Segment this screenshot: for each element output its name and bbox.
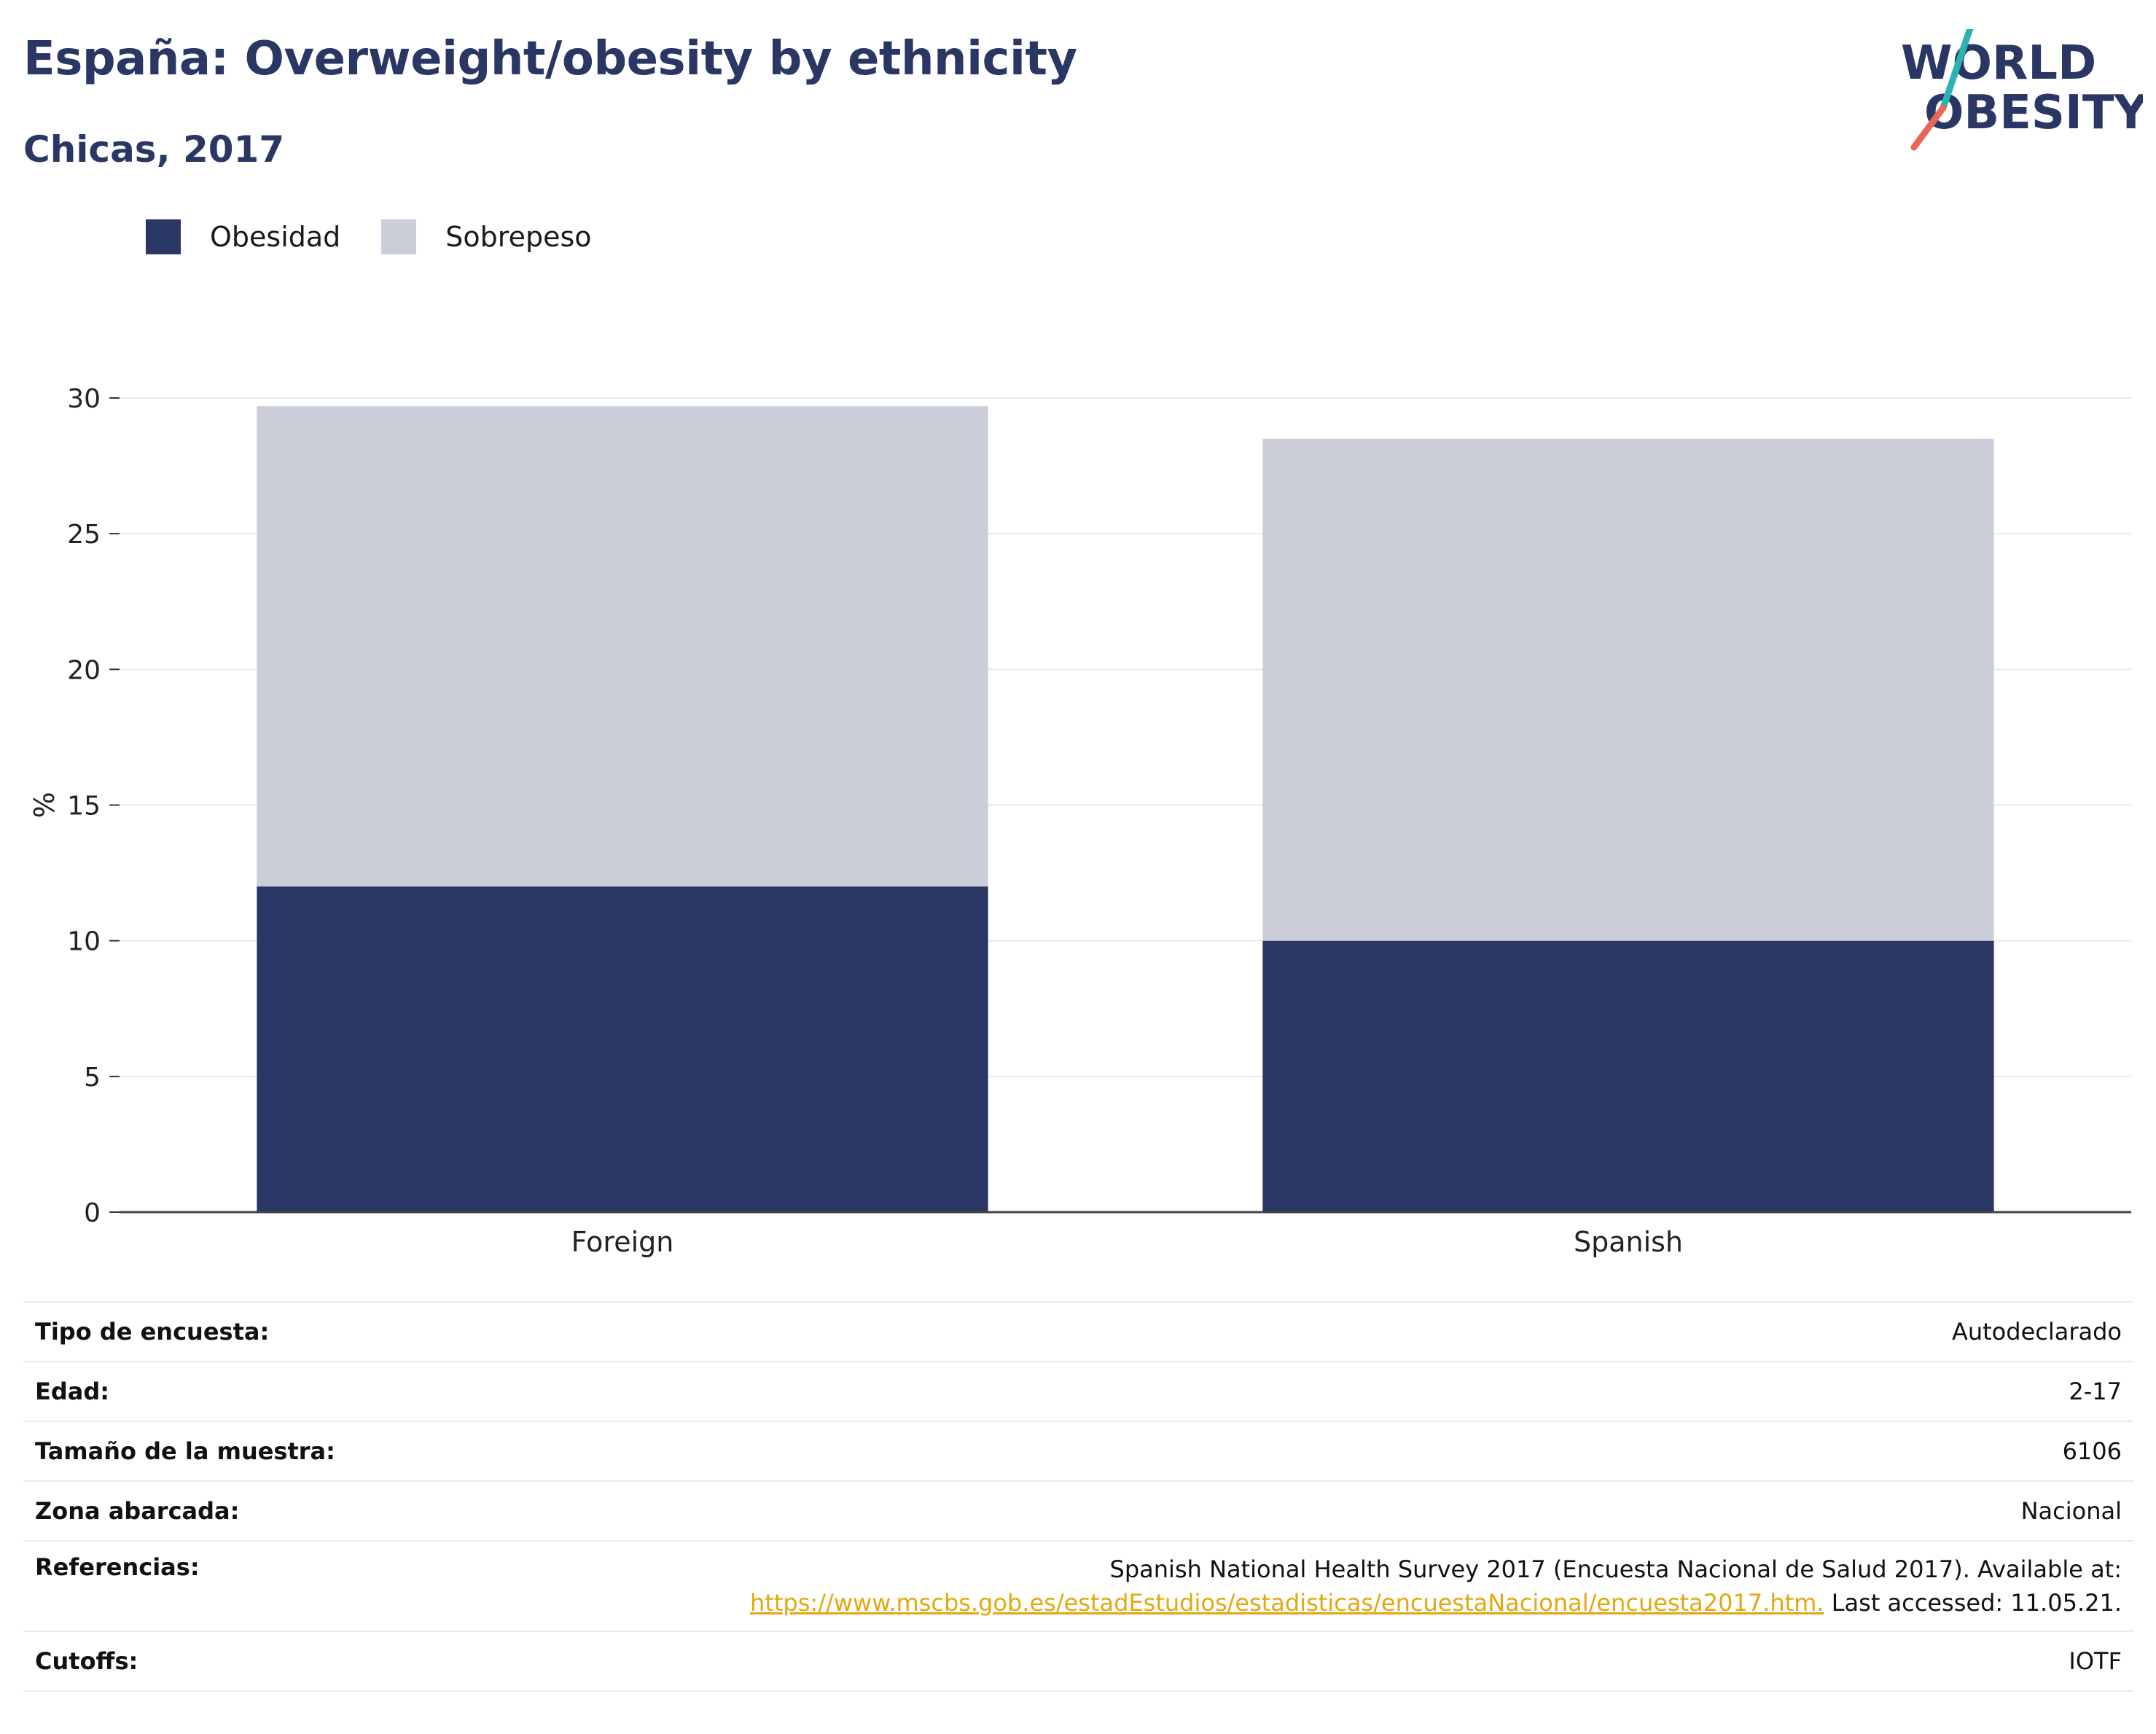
row-label: Edad: xyxy=(23,1361,421,1421)
row-value: 2-17 xyxy=(421,1361,2133,1421)
legend-item-obesidad[interactable]: Obesidad xyxy=(146,219,340,254)
y-tick-label: 10 xyxy=(67,927,101,957)
legend-swatch-sobrepeso xyxy=(381,219,417,254)
row-value: 6106 xyxy=(421,1421,2133,1481)
bar-segment-sobrepeso-spanish xyxy=(1262,438,1994,941)
logo-slash-coral xyxy=(1910,104,1947,151)
logo-word-world: WORLD xyxy=(1901,36,2096,90)
legend-swatch-obesidad xyxy=(146,219,181,254)
row-label: Referencias: xyxy=(23,1540,421,1631)
y-tick-label: 5 xyxy=(84,1063,101,1093)
world-obesity-logo: WORLD OBESITY xyxy=(1901,29,2143,151)
chart-legend: Obesidad Sobrepeso xyxy=(146,217,633,257)
x-tick-label: Spanish xyxy=(1574,1226,1683,1258)
row-label: Zona abarcada: xyxy=(23,1480,421,1541)
reference-accessed: Last accessed: 11.05.21. xyxy=(1824,1589,2122,1617)
y-axis-label: % xyxy=(28,792,60,818)
legend-label-sobrepeso: Sobrepeso xyxy=(445,221,592,253)
reference-text: Spanish National Health Survey 2017 (Enc… xyxy=(1109,1555,2122,1583)
chart-subtitle: Chicas, 2017 xyxy=(23,128,285,171)
table-row: Referencias: Spanish National Health Sur… xyxy=(23,1540,2133,1631)
y-tick-label: 20 xyxy=(67,655,101,685)
table-row: Tipo de encuesta: Autodeclarado xyxy=(23,1301,2133,1362)
row-value: Autodeclarado xyxy=(421,1301,2133,1362)
row-value: Nacional xyxy=(421,1480,2133,1541)
bar-segment-sobrepeso-foreign xyxy=(257,406,988,887)
logo-word-obesity: OBESITY xyxy=(1924,86,2143,140)
y-tick-label: 15 xyxy=(67,792,101,821)
row-value-references: Spanish National Health Survey 2017 (Enc… xyxy=(421,1540,2133,1631)
row-label: Tipo de encuesta: xyxy=(23,1301,421,1362)
survey-info-table: Tipo de encuesta: Autodeclarado Edad: 2-… xyxy=(23,1301,2133,1692)
table-row: Tamaño de la muestra: 6106 xyxy=(23,1421,2133,1481)
y-tick-label: 25 xyxy=(67,520,101,550)
bar-segment-obesidad-foreign xyxy=(257,886,988,1212)
legend-label-obesidad: Obesidad xyxy=(210,221,341,253)
row-label: Tamaño de la muestra: xyxy=(23,1421,421,1481)
table-row: Cutoffs: IOTF xyxy=(23,1630,2133,1692)
logo-slash-teal xyxy=(1940,29,1974,112)
table-row: Zona abarcada: Nacional xyxy=(23,1480,2133,1541)
table-row: Edad: 2-17 xyxy=(23,1361,2133,1421)
y-tick-label: 30 xyxy=(67,384,101,414)
x-tick-label: Foreign xyxy=(571,1226,674,1258)
row-value: IOTF xyxy=(421,1630,2133,1692)
chart-title: España: Overweight/obesity by ethnicity xyxy=(23,32,1077,86)
row-label: Cutoffs: xyxy=(23,1630,421,1692)
bar-segment-obesidad-spanish xyxy=(1262,940,1994,1212)
y-tick-label: 0 xyxy=(84,1198,101,1228)
stacked-bar-chart: 0 5 10 15 20 25 30% Foreign Spanish xyxy=(28,384,2131,1258)
reference-link[interactable]: https://www.mscbs.gob.es/estadEstudios/e… xyxy=(750,1589,1824,1617)
legend-item-sobrepeso[interactable]: Sobrepeso xyxy=(381,219,592,254)
